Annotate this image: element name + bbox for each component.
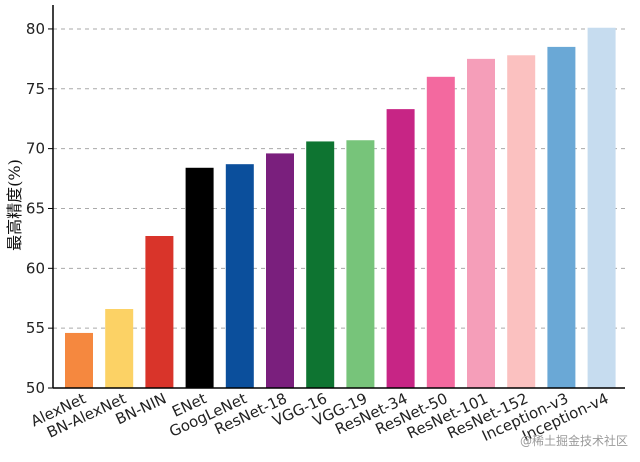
bar-inception-v4 [587,27,616,388]
y-ticks: 50 55 60 65 70 75 80 [26,20,53,397]
y-tick-label: 80 [26,20,45,38]
bar-enet [185,167,214,388]
y-tick-label: 65 [26,199,45,217]
axes [52,5,625,389]
bar-bn-alexnet [105,309,134,388]
y-tick-label: 75 [26,80,45,98]
y-tick-label: 60 [26,259,45,277]
bar-googlenet [225,164,254,388]
bars [65,27,616,389]
bar-resnet-18 [266,153,294,388]
bar-vgg-16 [306,141,335,388]
bar-resnet-152 [507,55,536,389]
y-tick-label: 50 [26,379,45,397]
bar-alexnet [65,332,93,388]
bar-bn-nin [145,235,174,388]
gridlines [53,28,625,329]
bar-inception-v3 [547,46,576,388]
bar-resnet-50 [426,76,455,388]
bar-resnet-101 [467,58,495,388]
y-tick-label: 55 [26,319,45,337]
watermark: @稀土掘金技术社区 [520,433,628,448]
y-axis-label: 最高精度(%) [5,159,24,251]
bar-resnet-34 [386,109,415,389]
y-tick-label: 70 [26,140,45,158]
bar-vgg-19 [346,140,375,388]
